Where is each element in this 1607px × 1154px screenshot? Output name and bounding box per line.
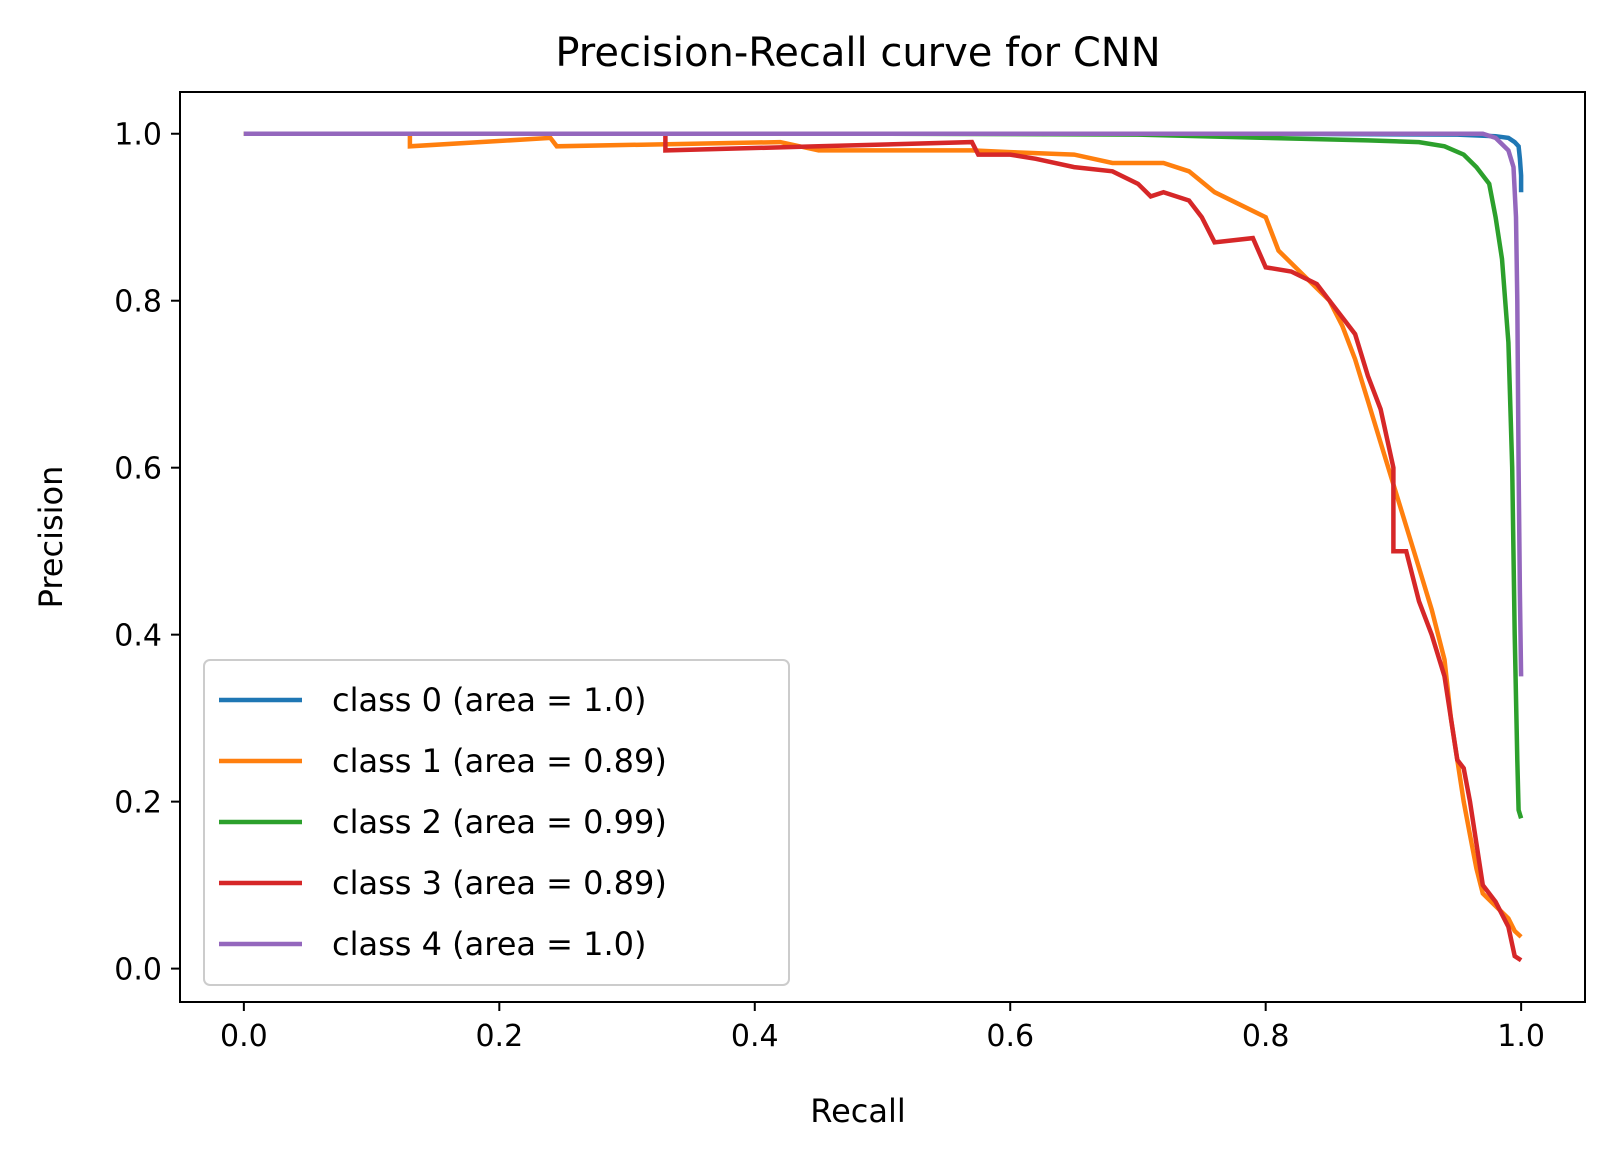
legend-label-class-1: class 1 (area = 0.89) [332,742,667,780]
x-tick-label: 1.0 [1497,1019,1545,1054]
y-tick-label: 0.6 [114,452,162,487]
y-axis-label: Precision [32,466,70,609]
axes-frame [179,91,1586,1003]
plot-area: 0.0 0.2 0.4 0.6 0.8 1.0 0.0 0.2 0.4 0.6 0.8 1.0 clas… [114,91,1586,1054]
legend-label-class-3: class 3 (area = 0.89) [332,864,667,902]
y-tick-label: 1.0 [114,118,162,153]
x-axis-label: Recall [810,1092,905,1130]
series-line-class-2 [243,131,1524,819]
legend-label-class-2: class 2 (area = 0.99) [332,803,667,841]
x-tick-label: 0.8 [1242,1019,1290,1054]
legend-label-class-0: class 0 (area = 1.0) [332,681,647,719]
y-tick-label: 0.2 [114,786,162,821]
chart-title: Precision-Recall curve for CNN [555,30,1160,76]
x-tick-label: 0.6 [986,1019,1034,1054]
x-tick-label: 0.0 [220,1019,268,1054]
legend-box [203,659,790,986]
legend-label-class-4: class 4 (area = 1.0) [332,925,647,963]
y-tick-label: 0.4 [114,619,162,654]
series-line-class-4 [243,131,1524,677]
x-tick-label: 0.2 [475,1019,523,1054]
x-tick-label: 0.4 [731,1019,779,1054]
y-tick-label: 0.0 [114,953,162,988]
series-line-class-3 [243,131,1523,963]
y-tick-label: 0.8 [114,285,162,320]
